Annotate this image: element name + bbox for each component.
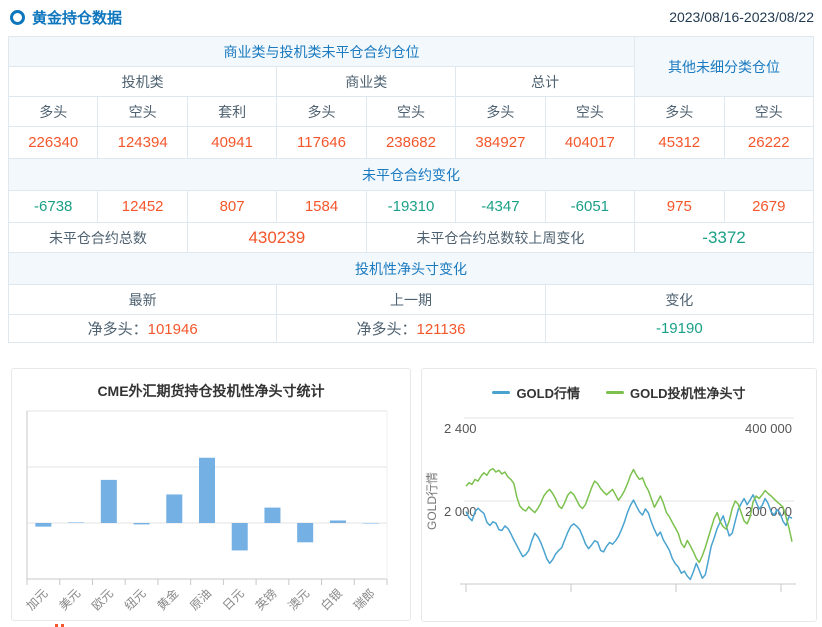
change-value-cell: -19310 bbox=[365, 190, 457, 223]
position-value-cell: 26222 bbox=[723, 126, 814, 159]
change-value-cell: 2679 bbox=[723, 190, 814, 223]
subgroup-speculative: 投机类 bbox=[7, 66, 278, 97]
position-value-cell: 384927 bbox=[455, 126, 546, 159]
column-header-short: 空头 bbox=[97, 96, 188, 127]
position-value-cell: 124394 bbox=[97, 126, 188, 159]
column-header-short: 空头 bbox=[365, 96, 457, 127]
chart-bar bbox=[35, 523, 52, 527]
cropped-bottom-content bbox=[55, 624, 64, 627]
net-previous-value: 121136 bbox=[416, 321, 466, 338]
net-long-label: 净多头： bbox=[87, 321, 148, 338]
net-latest-value: 101946 bbox=[147, 321, 198, 338]
left-axis-title: GOLD行情 bbox=[425, 472, 439, 530]
x-axis-label: 白银 bbox=[317, 586, 345, 614]
chart-bar bbox=[362, 523, 379, 524]
section-header-open-interest-change: 未平仓合约变化 bbox=[8, 158, 814, 191]
x-axis-label: 澳元 bbox=[285, 586, 312, 613]
legend-item-net-position[interactable]: GOLD投机性净头寸 bbox=[606, 383, 746, 402]
gold-price-legend-swatch-icon bbox=[492, 391, 511, 394]
cme-fx-bar-chart-card: CME外汇期货持仓投机性净头寸统计 加元 美元 欧元 纽元 黄金 原油 日元 英镑 澳元 白银 瑞郎 bbox=[11, 368, 411, 621]
page-title: 黄金持仓数据 bbox=[32, 9, 123, 27]
column-header-long: 多头 bbox=[634, 96, 725, 127]
gold-price-line bbox=[465, 494, 793, 581]
x-axis-label: 纽元 bbox=[122, 586, 149, 613]
column-header-short: 空头 bbox=[723, 96, 814, 127]
chart-bar bbox=[133, 523, 150, 525]
chart-bar bbox=[199, 457, 215, 523]
column-header-short: 空头 bbox=[544, 96, 636, 127]
net-header-latest: 最新 bbox=[7, 284, 278, 315]
legend-label: GOLD投机性净头寸 bbox=[630, 386, 746, 401]
title-wrap: 黄金持仓数据 bbox=[10, 7, 122, 28]
position-value-cell: 404017 bbox=[544, 126, 636, 159]
group-header-other: 其他未细分类仓位 bbox=[634, 36, 814, 97]
gold-positions-table: 商业类与投机类未平仓合约仓位 其他未细分类仓位 投机类 商业类 总计 多头 空头… bbox=[7, 36, 815, 343]
change-value-cell: 975 bbox=[634, 190, 725, 223]
group-header-commercial-speculative: 商业类与投机类未平仓合约仓位 bbox=[7, 36, 636, 67]
x-axis-label: 加元 bbox=[24, 586, 51, 613]
right-axis-tick-label: 400 000 bbox=[745, 421, 792, 436]
chart-bar bbox=[68, 522, 85, 523]
gold-line-chart-card: GOLD行情 GOLD投机性净头寸 2 400 2 000 400 000 20… bbox=[421, 368, 817, 622]
total-open-interest-value: 430239 bbox=[186, 222, 367, 253]
legend-item-gold-price[interactable]: GOLD行情 bbox=[492, 383, 580, 402]
chart-legend: GOLD行情 GOLD投机性净头寸 bbox=[422, 383, 816, 402]
gold-price-vs-net-position-line-chart: 2 400 2 000 400 000 200 000 GOLD行情 bbox=[425, 417, 796, 592]
net-header-previous: 上一期 bbox=[276, 284, 546, 315]
left-axis-tick-label: 2 000 bbox=[444, 504, 477, 519]
total-open-interest-label: 未平仓合约总数 bbox=[8, 222, 188, 253]
left-axis-tick-label: 2 400 bbox=[444, 421, 477, 436]
column-header-spread: 套利 bbox=[186, 96, 278, 127]
x-axis-label: 欧元 bbox=[89, 586, 116, 613]
column-header-long: 多头 bbox=[455, 96, 546, 127]
net-latest-cell: 净多头：101946 bbox=[7, 314, 278, 343]
x-axis-label: 原油 bbox=[187, 586, 214, 613]
section-header-net-position-change: 投机性净头寸变化 bbox=[8, 252, 814, 285]
change-value-cell: -6738 bbox=[7, 190, 99, 223]
change-value-cell: -4347 bbox=[455, 190, 546, 223]
change-value-cell: 12452 bbox=[97, 190, 188, 223]
chart-bar bbox=[264, 507, 281, 523]
page-header: 黄金持仓数据 2023/08/16-2023/08/22 bbox=[10, 6, 814, 28]
circle-bullet-icon bbox=[10, 9, 25, 25]
net-position-legend-swatch-icon bbox=[606, 391, 624, 394]
column-header-long: 多头 bbox=[276, 96, 367, 127]
position-value-cell: 45312 bbox=[634, 126, 725, 159]
chart-bar bbox=[231, 523, 248, 551]
position-value-cell: 117646 bbox=[276, 126, 367, 159]
chart-bar bbox=[166, 494, 183, 523]
x-axis-label: 黄金 bbox=[154, 586, 182, 614]
x-axis-label: 英镑 bbox=[252, 586, 280, 614]
change-value-cell: 1584 bbox=[276, 190, 367, 223]
net-header-change: 变化 bbox=[544, 284, 815, 315]
date-range: 2023/08/16-2023/08/22 bbox=[669, 9, 814, 25]
x-axis-label: 美元 bbox=[56, 586, 83, 613]
subgroup-commercial: 商业类 bbox=[276, 66, 457, 97]
net-long-label: 净多头： bbox=[356, 321, 417, 338]
position-value-cell: 238682 bbox=[365, 126, 457, 159]
cme-fx-net-position-bar-chart: 加元 美元 欧元 纽元 黄金 原油 日元 英镑 澳元 白银 瑞郎 bbox=[24, 410, 388, 614]
chart-bar bbox=[329, 520, 346, 523]
change-value-cell: -6051 bbox=[544, 190, 636, 223]
position-value-cell: 226340 bbox=[7, 126, 99, 159]
net-previous-cell: 净多头：121136 bbox=[276, 314, 546, 343]
subgroup-total: 总计 bbox=[455, 66, 636, 97]
bar-chart-title: CME外汇期货持仓投机性净头寸统计 bbox=[97, 383, 325, 399]
total-change-label: 未平仓合约总数较上周变化 bbox=[365, 222, 636, 253]
net-change-value: -19190 bbox=[544, 314, 815, 343]
legend-label: GOLD行情 bbox=[516, 386, 580, 401]
change-value-cell: 807 bbox=[186, 190, 278, 223]
chart-bar bbox=[297, 523, 314, 543]
x-axis-label: 瑞郎 bbox=[351, 586, 378, 613]
position-value-cell: 40941 bbox=[186, 126, 278, 159]
column-header-long: 多头 bbox=[7, 96, 99, 127]
net-position-line bbox=[465, 467, 793, 564]
chart-bar bbox=[100, 479, 117, 523]
x-axis-label: 日元 bbox=[220, 586, 247, 613]
total-change-value: -3372 bbox=[634, 222, 814, 253]
